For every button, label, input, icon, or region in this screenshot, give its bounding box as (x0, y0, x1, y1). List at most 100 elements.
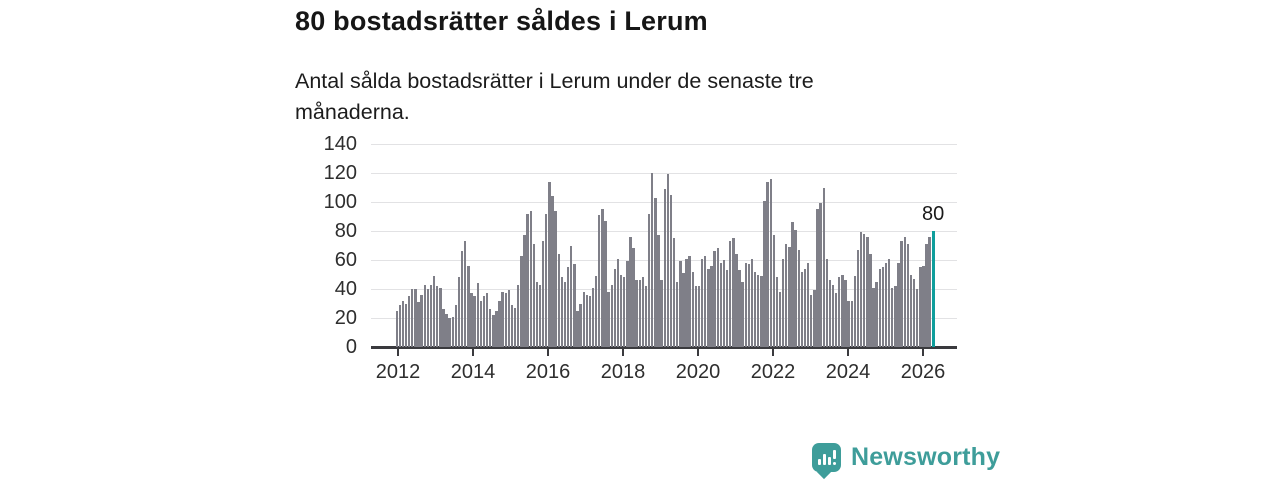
x-axis-tick (697, 348, 699, 356)
bar (473, 296, 476, 347)
bar (744, 262, 747, 347)
logo-bar-icon (828, 457, 832, 465)
bar (894, 286, 897, 347)
bar (753, 271, 757, 347)
bar (495, 310, 498, 347)
bar (841, 274, 844, 347)
latest-value-annotation: 80 (921, 203, 945, 225)
bar (523, 235, 526, 347)
bar (591, 287, 595, 347)
bar (588, 296, 592, 347)
bar (426, 289, 430, 347)
bar (644, 286, 648, 347)
brand-footer: Newsworthy (812, 443, 1000, 480)
bar (647, 213, 651, 347)
bar (666, 174, 670, 347)
bar (713, 251, 716, 347)
bar (501, 291, 504, 347)
bar (448, 318, 451, 347)
bar (694, 286, 698, 347)
bar (887, 258, 891, 347)
bar (900, 241, 903, 347)
bar (763, 200, 766, 347)
bar (672, 238, 676, 347)
bar (775, 277, 779, 347)
bar (781, 258, 785, 347)
y-axis-tick-label: 40 (334, 278, 357, 300)
x-axis-tick-label: 2020 (675, 361, 721, 383)
bar (411, 289, 414, 347)
bar (785, 244, 788, 347)
bar (909, 274, 913, 347)
bar (788, 246, 791, 347)
logo-bar-icon (818, 459, 822, 465)
bar (847, 300, 850, 347)
bar (688, 255, 691, 347)
bar (660, 280, 663, 347)
bar (850, 300, 853, 347)
bar (831, 284, 835, 347)
bar (813, 290, 816, 347)
x-axis-tick (847, 348, 849, 356)
bar (548, 181, 551, 347)
bar (576, 310, 579, 347)
bar (629, 236, 632, 347)
bar (928, 236, 931, 347)
y-axis-tick-label: 0 (345, 336, 357, 358)
bar (585, 294, 589, 347)
bar (492, 315, 495, 347)
bar (654, 197, 657, 347)
chart-subtitle-line-1: Antal sålda bostadsrätter i Lerum under … (295, 69, 814, 93)
bar (598, 215, 601, 347)
bar (760, 275, 763, 347)
bar (906, 244, 910, 347)
bar (735, 254, 738, 347)
bar (420, 294, 423, 347)
bar (563, 281, 567, 347)
bar (489, 309, 492, 347)
bar (439, 287, 442, 347)
page-title: 80 bostadsrätter såldes i Lerum (295, 6, 708, 36)
bar (470, 293, 473, 347)
bar (460, 251, 464, 347)
logo-exclamation-dot-icon (833, 461, 837, 465)
bar (520, 255, 523, 347)
bar (866, 236, 869, 347)
bar (541, 241, 545, 347)
bar (875, 281, 878, 347)
bar (414, 289, 417, 347)
bar (582, 291, 585, 347)
bar (822, 187, 825, 347)
x-axis-tick (397, 348, 399, 356)
bar (601, 209, 604, 347)
bar (451, 316, 454, 347)
bar (825, 258, 829, 347)
bar (669, 194, 673, 347)
x-axis-tick-label: 2026 (900, 361, 946, 383)
bar (803, 268, 807, 347)
bar (834, 293, 838, 347)
bar (863, 233, 866, 347)
bar (573, 264, 576, 347)
bar (912, 278, 916, 347)
bar (891, 287, 894, 347)
bar (532, 244, 536, 347)
highlighted-bar (931, 231, 935, 347)
bar (922, 265, 925, 347)
bar (510, 304, 514, 347)
bar (800, 271, 804, 347)
bar (467, 265, 470, 347)
bar (545, 213, 548, 347)
bar (404, 303, 408, 347)
bar (504, 293, 507, 347)
bar (816, 209, 819, 347)
gridline (371, 143, 957, 145)
bar (869, 254, 872, 347)
bar (479, 300, 483, 347)
bar (517, 284, 520, 347)
bar (710, 265, 713, 347)
bar (732, 238, 735, 347)
bar (722, 260, 726, 347)
bar (507, 290, 511, 347)
bar (859, 232, 863, 347)
